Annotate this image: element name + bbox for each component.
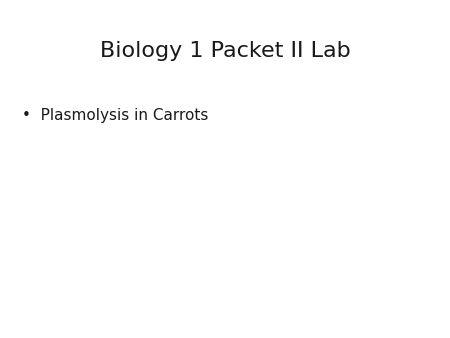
Text: Biology 1 Packet II Lab: Biology 1 Packet II Lab — [99, 41, 351, 61]
Text: •  Plasmolysis in Carrots: • Plasmolysis in Carrots — [22, 108, 209, 123]
